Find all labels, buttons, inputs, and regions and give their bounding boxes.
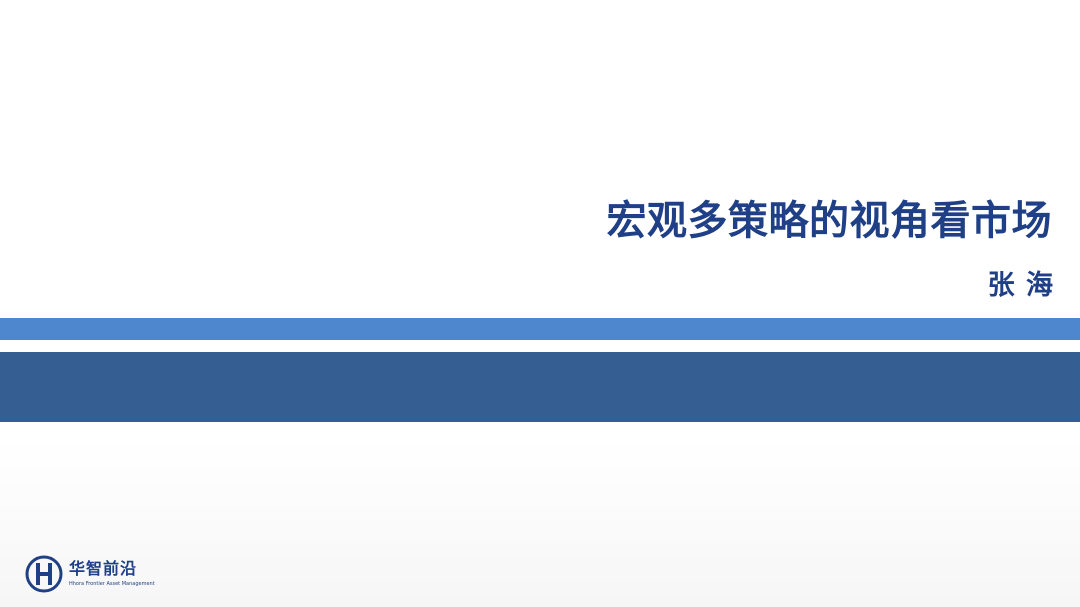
company-logo: 华智前沿 Hhora Frontier Asset Management	[25, 553, 155, 595]
author-name: 张 海	[987, 270, 1054, 301]
logo-name-en: Hhora Frontier Asset Management	[69, 581, 155, 587]
h-monogram-logo-icon	[25, 555, 63, 593]
slide-title: 宏观多策略的视角看市场	[606, 198, 1052, 244]
logo-name-cn: 华智前沿	[69, 559, 138, 578]
decorative-band-dark	[0, 352, 1080, 422]
logo-text: 华智前沿 Hhora Frontier Asset Management	[69, 560, 155, 588]
decorative-band-light	[0, 318, 1080, 340]
